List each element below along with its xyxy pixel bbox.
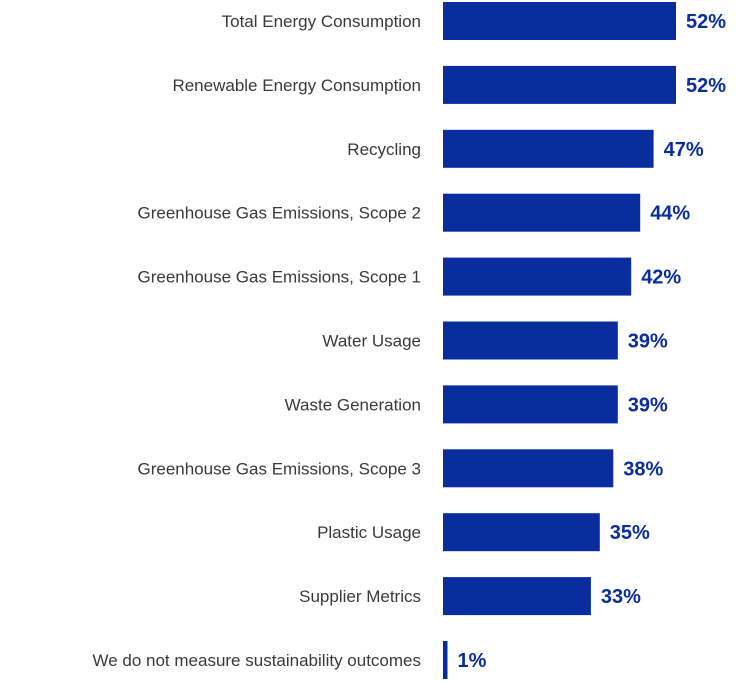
- value-label: 1%: [458, 650, 487, 672]
- category-label: We do not measure sustainability outcome…: [92, 651, 421, 670]
- category-label: Renewable Energy Consumption: [172, 76, 421, 95]
- value-label: 52%: [686, 75, 726, 97]
- category-label: Total Energy Consumption: [222, 12, 421, 31]
- value-label: 52%: [686, 11, 726, 33]
- value-label: 35%: [610, 522, 650, 544]
- category-label: Waste Generation: [285, 395, 421, 414]
- bar: [443, 321, 618, 360]
- value-label: 33%: [601, 586, 641, 608]
- bar: [443, 641, 448, 679]
- value-label: 39%: [628, 394, 668, 416]
- bar: [443, 577, 591, 616]
- value-label: 39%: [628, 331, 668, 353]
- category-label: Water Usage: [322, 332, 421, 351]
- bar: [443, 129, 654, 168]
- bar: [443, 513, 600, 552]
- bar: [443, 2, 676, 40]
- category-label: Plastic Usage: [317, 523, 421, 542]
- bar: [443, 449, 614, 488]
- value-label: 38%: [623, 458, 663, 480]
- value-label: 47%: [664, 139, 704, 161]
- value-labels-group: 52% 52% 47% 44% 42% 39% 39% 38% 35% 33% 1%: [458, 11, 727, 672]
- value-label: 42%: [641, 267, 681, 289]
- category-label: Supplier Metrics: [299, 587, 421, 606]
- category-label: Greenhouse Gas Emissions, Scope 3: [138, 459, 421, 478]
- bar: [443, 193, 641, 232]
- bar: [443, 385, 618, 424]
- bar: [443, 257, 632, 296]
- bars-group: [443, 2, 676, 679]
- category-label: Recycling: [347, 140, 421, 159]
- category-label: Greenhouse Gas Emissions, Scope 2: [138, 204, 421, 223]
- category-label: Greenhouse Gas Emissions, Scope 1: [138, 268, 421, 287]
- category-labels-group: Total Energy Consumption Renewable Energy…: [92, 12, 421, 670]
- value-label: 44%: [650, 203, 690, 225]
- bar: [443, 65, 676, 104]
